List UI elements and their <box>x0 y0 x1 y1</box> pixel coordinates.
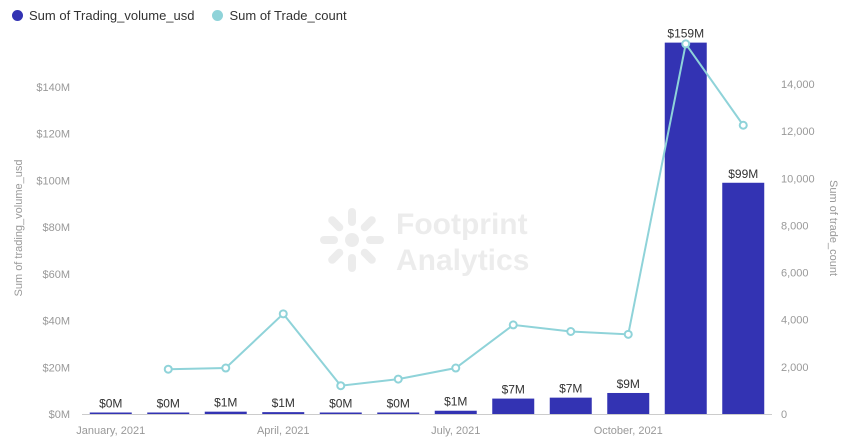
y-left-tick-label: $60M <box>42 269 70 281</box>
bar <box>434 410 477 414</box>
watermark-logo: Footprint Analytics <box>320 208 529 277</box>
line-point <box>393 374 403 384</box>
y-right-axis-label: Sum of trade_count <box>827 180 839 276</box>
watermark-text-line1: Footprint <box>396 208 528 241</box>
bar <box>492 398 535 414</box>
bar <box>262 412 305 414</box>
bar-data-label: $1M <box>444 395 467 409</box>
bar-data-label: $0M <box>99 397 122 411</box>
y-left-tick-label: $20M <box>42 362 70 374</box>
bar-series <box>89 42 765 414</box>
line-point <box>221 363 231 373</box>
line-point <box>278 309 288 319</box>
bar <box>89 412 132 414</box>
bar-data-label: $0M <box>387 397 410 411</box>
y-left-axis-label: Sum of trading_volume_usd <box>13 160 25 297</box>
bar-data-labels: $0M $0M $1M $1M $0M $0M $1M $7M $7M $9M $159M $99M <box>99 27 758 411</box>
y-left-tick-label: $120M <box>36 129 70 141</box>
y-right-tick-label: 2,000 <box>781 362 809 374</box>
bar <box>147 412 190 414</box>
x-tick-label: July, 2021 <box>431 425 480 437</box>
line-series <box>163 39 748 391</box>
watermark-text-line2: Analytics <box>396 244 529 277</box>
bar-data-label: $7M <box>502 383 525 397</box>
y-right-tick-label: 4,000 <box>781 315 809 327</box>
x-tick-label: January, 2021 <box>76 425 145 437</box>
line-point <box>451 363 461 373</box>
bar <box>319 412 362 414</box>
bar-data-label: $1M <box>214 396 237 410</box>
bar <box>204 411 247 414</box>
y-right-tick-label: 8,000 <box>781 220 809 232</box>
y-left-tick-label: $40M <box>42 316 70 328</box>
bar-data-label: $7M <box>559 382 582 396</box>
bar <box>549 397 592 414</box>
y-right-tick-label: 10,000 <box>781 173 815 185</box>
legend: Sum of Trading_volume_usd Sum of Trade_c… <box>12 8 347 23</box>
bar-data-label: $1M <box>272 396 295 410</box>
line-point <box>681 39 691 49</box>
y-left-tick-label: $100M <box>36 175 70 187</box>
y-left-tick-label: $0M <box>49 409 70 421</box>
y-right-ticks: 0 2,000 4,000 6,000 8,000 10,000 12,000 14,000 <box>781 79 815 421</box>
y-right-tick-label: 0 <box>781 409 787 421</box>
line-point <box>623 329 633 339</box>
bar-data-label: $0M <box>329 397 352 411</box>
bar-data-label: $0M <box>157 397 180 411</box>
bar <box>722 182 765 414</box>
legend-swatch-trade-count <box>212 10 224 21</box>
bar-data-label: $99M <box>728 167 758 181</box>
x-tick-label: April, 2021 <box>257 425 310 437</box>
bar-data-label: $159M <box>667 27 704 41</box>
y-right-tick-label: 14,000 <box>781 79 815 91</box>
line-point <box>163 364 173 374</box>
line-point <box>336 381 346 391</box>
legend-label-trading-volume: Sum of Trading_volume_usd <box>29 8 195 23</box>
bar <box>664 42 707 414</box>
footprint-logo-icon <box>320 208 384 272</box>
x-axis: January, 2021 April, 2021 July, 2021 Octobe… <box>76 414 772 437</box>
y-right-tick-label: 6,000 <box>781 268 809 280</box>
bar <box>377 412 420 414</box>
x-tick-label: October, 2021 <box>594 425 663 437</box>
legend-item-trade-count[interactable]: Sum of Trade_count <box>212 8 347 23</box>
y-left-tick-label: $80M <box>42 222 70 234</box>
y-left-ticks: $0M $20M $40M $60M $80M $100M $120M $140M <box>36 82 70 421</box>
y-right-tick-label: 12,000 <box>781 126 815 138</box>
y-left-tick-label: $140M <box>36 82 70 94</box>
legend-label-trade-count: Sum of Trade_count <box>229 8 347 23</box>
line-point <box>566 327 576 336</box>
line-point <box>738 120 748 130</box>
legend-swatch-trading-volume <box>12 10 23 21</box>
legend-item-trading-volume[interactable]: Sum of Trading_volume_usd <box>12 8 194 23</box>
line-point <box>508 320 518 330</box>
bar <box>607 392 650 414</box>
bar-data-label: $9M <box>617 377 640 391</box>
